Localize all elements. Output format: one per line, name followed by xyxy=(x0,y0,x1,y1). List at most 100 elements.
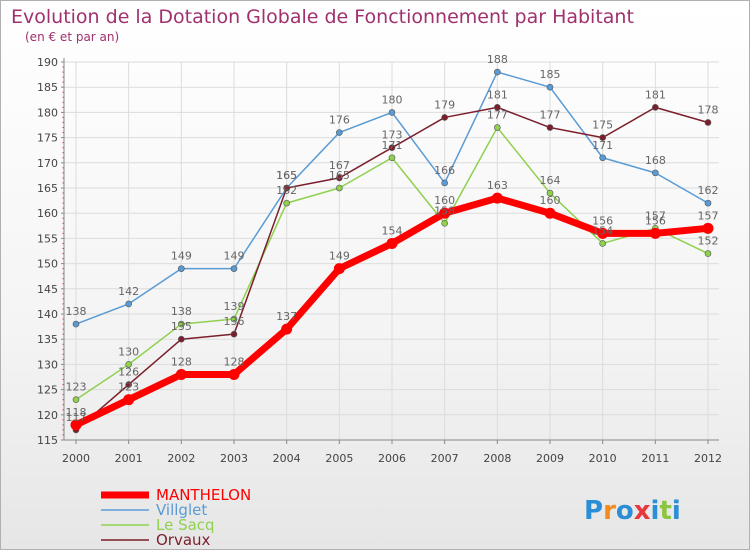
data-label-le-sacq: 123 xyxy=(66,381,87,394)
data-point-manthelon xyxy=(228,368,240,380)
data-label-le-sacq: 165 xyxy=(329,169,350,182)
data-label-le-sacq: 157 xyxy=(645,209,666,222)
data-label-orvaux: 167 xyxy=(329,159,350,172)
x-tick-label: 2012 xyxy=(694,452,722,465)
y-tick-label: 165 xyxy=(37,182,58,195)
y-tick-label: 155 xyxy=(37,232,58,245)
data-point-manthelon xyxy=(70,419,82,431)
x-tick-label: 2010 xyxy=(589,452,617,465)
y-tick-label: 145 xyxy=(37,283,58,296)
y-tick-label: 185 xyxy=(37,81,58,94)
data-label-orvaux: 117 xyxy=(66,411,87,424)
data-point-le-sacq xyxy=(546,189,554,197)
data-point-le-sacq xyxy=(494,124,501,131)
data-label-manthelon: 128 xyxy=(224,355,245,368)
data-point-villglet xyxy=(336,129,343,136)
data-label-manthelon: 160 xyxy=(540,194,561,207)
data-point-manthelon xyxy=(281,323,293,335)
series-group xyxy=(70,68,714,434)
data-point-orvaux xyxy=(283,184,290,192)
y-tick-label: 120 xyxy=(37,409,58,422)
data-label-villglet: 149 xyxy=(224,250,245,263)
data-point-orvaux xyxy=(704,119,712,126)
data-label-orvaux: 126 xyxy=(118,366,139,379)
x-tick-label: 2001 xyxy=(115,452,143,465)
y-tick-label: 170 xyxy=(37,157,58,170)
data-point-villglet xyxy=(72,320,80,328)
data-label-orvaux: 135 xyxy=(171,320,192,333)
chart-subtitle: (en € et par an) xyxy=(25,30,119,44)
data-point-le-sacq xyxy=(336,184,343,192)
data-point-orvaux xyxy=(125,381,132,388)
data-label-orvaux: 175 xyxy=(592,119,613,132)
y-tick-label: 115 xyxy=(37,434,58,447)
data-point-le-sacq xyxy=(283,199,290,207)
data-point-villglet xyxy=(178,265,185,272)
data-label-villglet: 188 xyxy=(487,53,508,66)
legend-label-orvaux: Orvaux xyxy=(156,531,211,549)
data-label-villglet: 166 xyxy=(434,164,455,177)
y-tick-label: 130 xyxy=(37,358,58,371)
data-point-villglet xyxy=(388,109,396,116)
data-label-manthelon: 128 xyxy=(171,355,192,368)
y-tick-label: 160 xyxy=(37,207,58,220)
data-point-le-sacq xyxy=(178,320,185,328)
data-point-villglet xyxy=(546,83,554,91)
data-point-villglet xyxy=(230,265,238,272)
data-point-le-sacq xyxy=(388,154,396,162)
data-label-villglet: 171 xyxy=(592,139,613,152)
data-label-manthelon: 118 xyxy=(66,406,87,419)
data-point-le-sacq xyxy=(599,240,606,247)
y-tick-label: 175 xyxy=(37,132,58,145)
data-label-le-sacq: 138 xyxy=(171,305,192,318)
x-tick-label: 2000 xyxy=(62,452,90,465)
data-point-manthelon xyxy=(702,222,714,234)
brand-text: Proxiti xyxy=(584,496,681,526)
x-tick-label: 2003 xyxy=(220,452,248,465)
data-point-villglet xyxy=(652,169,659,177)
data-label-le-sacq: 164 xyxy=(540,174,561,187)
data-label-orvaux: 181 xyxy=(487,88,508,101)
legend-label-le-sacq: Le Sacq xyxy=(156,516,215,534)
data-label-le-sacq: 130 xyxy=(118,345,139,358)
data-point-orvaux xyxy=(652,104,659,111)
data-point-manthelon xyxy=(439,207,451,219)
x-tick-label: 2004 xyxy=(273,452,301,465)
data-point-villglet xyxy=(599,154,606,162)
data-point-orvaux xyxy=(546,124,554,131)
data-point-orvaux xyxy=(336,174,343,182)
data-point-le-sacq xyxy=(72,396,80,403)
data-point-orvaux xyxy=(178,335,185,343)
data-label-villglet: 149 xyxy=(171,250,192,263)
data-label-manthelon: 156 xyxy=(592,214,613,227)
legend-label-manthelon: MANTHELON xyxy=(156,486,251,504)
data-label-manthelon: 137 xyxy=(276,310,297,323)
axes: 1151201251301351401451501551601651701751… xyxy=(37,56,722,465)
x-tick-label: 2002 xyxy=(167,452,195,465)
y-tick-label: 150 xyxy=(37,258,58,271)
chart-title: Evolution de la Dotation Globale de Fonc… xyxy=(11,6,634,28)
data-label-manthelon: 123 xyxy=(118,381,139,394)
data-point-orvaux xyxy=(494,104,501,111)
data-label-orvaux: 177 xyxy=(540,109,561,122)
data-label-villglet: 165 xyxy=(276,169,297,182)
data-point-le-sacq xyxy=(230,315,238,323)
data-point-villglet xyxy=(125,300,132,308)
data-point-villglet xyxy=(494,68,501,76)
data-label-villglet: 185 xyxy=(540,68,561,81)
data-label-villglet: 162 xyxy=(698,184,719,197)
y-tick-label: 125 xyxy=(37,384,58,397)
data-label-le-sacq: 171 xyxy=(382,139,403,152)
data-point-le-sacq xyxy=(441,219,448,227)
data-point-manthelon xyxy=(597,227,609,239)
data-point-manthelon xyxy=(649,227,661,239)
data-point-manthelon xyxy=(333,263,345,275)
data-label-orvaux: 165 xyxy=(276,169,297,182)
data-label-le-sacq: 152 xyxy=(698,235,719,248)
data-label-manthelon: 157 xyxy=(698,209,719,222)
data-label-orvaux: 173 xyxy=(382,129,403,142)
data-label-orvaux: 181 xyxy=(645,88,666,101)
data-label-orvaux: 179 xyxy=(434,98,455,111)
